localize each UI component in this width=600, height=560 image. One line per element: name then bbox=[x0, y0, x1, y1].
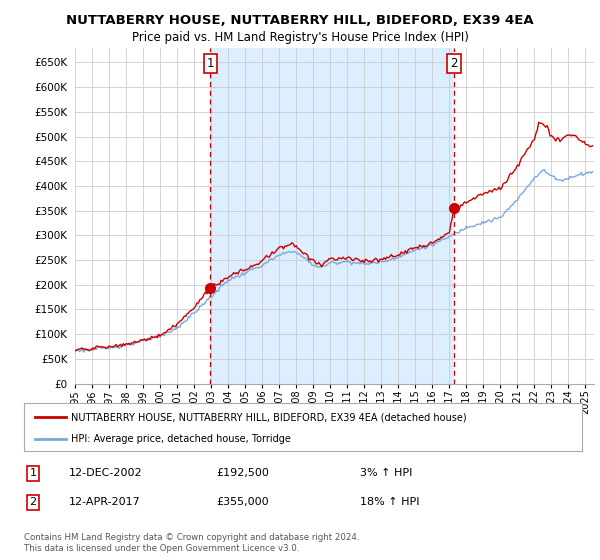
Text: 1: 1 bbox=[206, 57, 214, 70]
Text: £355,000: £355,000 bbox=[216, 497, 269, 507]
Text: 18% ↑ HPI: 18% ↑ HPI bbox=[360, 497, 419, 507]
Text: 12-DEC-2002: 12-DEC-2002 bbox=[69, 468, 143, 478]
Text: Contains HM Land Registry data © Crown copyright and database right 2024.
This d: Contains HM Land Registry data © Crown c… bbox=[24, 533, 359, 553]
Text: HPI: Average price, detached house, Torridge: HPI: Average price, detached house, Torr… bbox=[71, 434, 292, 444]
Text: £192,500: £192,500 bbox=[216, 468, 269, 478]
Text: 2: 2 bbox=[451, 57, 458, 70]
Text: NUTTABERRY HOUSE, NUTTABERRY HILL, BIDEFORD, EX39 4EA (detached house): NUTTABERRY HOUSE, NUTTABERRY HILL, BIDEF… bbox=[71, 413, 467, 422]
Text: NUTTABERRY HOUSE, NUTTABERRY HILL, BIDEFORD, EX39 4EA: NUTTABERRY HOUSE, NUTTABERRY HILL, BIDEF… bbox=[66, 14, 534, 27]
Text: 12-APR-2017: 12-APR-2017 bbox=[69, 497, 141, 507]
Text: 3% ↑ HPI: 3% ↑ HPI bbox=[360, 468, 412, 478]
Text: Price paid vs. HM Land Registry's House Price Index (HPI): Price paid vs. HM Land Registry's House … bbox=[131, 31, 469, 44]
Bar bbox=[210, 48, 454, 384]
Text: 2: 2 bbox=[29, 497, 37, 507]
Text: 1: 1 bbox=[29, 468, 37, 478]
